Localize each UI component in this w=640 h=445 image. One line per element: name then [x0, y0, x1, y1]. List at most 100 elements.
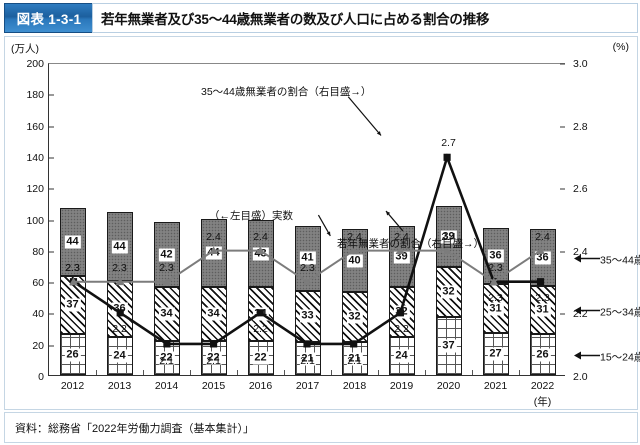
y-axis-tick-mark-right [560, 126, 565, 128]
line-point-label-3544: 2.4 [535, 230, 550, 243]
chart-frame: (万人) (%) 0 20 40 60 80 100 120 140 160 180 200 2.0 2… [4, 36, 640, 410]
bar-segment-value: 31 [487, 302, 504, 315]
bar-segment-25～34歳: 34 [200, 287, 227, 341]
bar-segment-25～34歳: 34 [153, 287, 180, 341]
bar-segment-35～44歳: 44 [106, 212, 133, 282]
line-point-label-3544: 2.3 [488, 262, 503, 275]
bar-segment-25～34歳: 33 [294, 290, 321, 343]
bar-segment-15～24歳: 37 [435, 317, 462, 375]
line-point-label-3544: 2.4 [206, 230, 221, 243]
bar-segment-value: 42 [158, 248, 175, 262]
y-axis-tick-mark-left [49, 126, 54, 128]
bar-column: 27 31 36 [482, 227, 509, 375]
line-point-label-young: 2.1 [159, 354, 174, 367]
source-note: 資料：総務省「2022年労働力調査（基本集計）」 [15, 422, 254, 435]
age-group-arrow [574, 348, 600, 366]
x-axis-separator [237, 370, 238, 375]
marker-triangle [536, 246, 545, 254]
line-point-label-3544: 2.3 [159, 262, 174, 275]
annotation-bars: （←左目盛）実数 [209, 210, 293, 222]
bar-segment-value: 41 [299, 251, 316, 265]
bar-segment-value: 32 [440, 285, 457, 299]
bar-segment-15～24歳: 21 [341, 342, 368, 375]
bar-segment-value: 36 [487, 249, 504, 263]
x-axis-separator [378, 370, 379, 375]
line-series-layer [69, 96, 545, 348]
marker-triangle [489, 277, 499, 286]
marker-triangle [69, 277, 78, 286]
y-axis-tick-mark-left [49, 188, 54, 190]
age-group-label-15～24歳: 15～24歳 [600, 351, 640, 364]
marker-square [116, 309, 124, 317]
bar-column: 26 31 36 [529, 229, 556, 375]
annotation-black-line: 若年無業者の割合（右目盛→） [337, 238, 484, 250]
y-axis-tick-label-right: 2.6 [573, 183, 588, 196]
y-axis-tick-mark-left [49, 282, 54, 284]
bar-segment-value: 21 [299, 352, 316, 366]
x-axis-unit-label: (年) [533, 396, 552, 408]
bar-segment-value: 22 [158, 351, 175, 365]
line-point-label-3544: 2.4 [441, 230, 456, 243]
x-axis-separator [425, 370, 426, 375]
marker-square [350, 340, 358, 348]
bar-segment-value: 40 [346, 254, 363, 268]
x-axis-tick-label: 2020 [436, 380, 461, 392]
x-axis-separator [284, 370, 285, 375]
marker-square [303, 340, 311, 348]
annotation-gray-line: 35～44歳無業者の割合（右目盛→） [201, 86, 372, 98]
annotation-arrow-gray-line [347, 96, 382, 136]
bar-segment-value: 34 [158, 307, 175, 321]
marker-triangle [162, 277, 172, 286]
bar-segment-35～44歳: 40 [341, 229, 368, 293]
bar-segment-value: 32 [346, 310, 363, 324]
x-axis-tick-label: 2022 [530, 380, 555, 392]
y-axis-tick-label-left: 180 [26, 89, 44, 102]
annotation-arrow-bars-head [326, 231, 331, 236]
x-axis-tick-label: 2013 [107, 380, 132, 392]
line-point-label-young: 2.3 [65, 262, 80, 275]
y-axis-unit-left: (万人) [11, 43, 39, 55]
annotation-arrow-black-line-head [385, 211, 391, 216]
x-axis-separator [519, 370, 520, 375]
bar-segment-value: 37 [64, 298, 81, 312]
bar-segment-value: 22 [205, 351, 222, 365]
bar-segment-value: 24 [393, 349, 410, 363]
figure-header: 図表 1-3-1 若年無業者及び35～44歳無業者の数及び人口に占める割合の推移 [0, 0, 640, 34]
line-point-label-3544: 2.4 [347, 230, 362, 243]
y-axis-tick-mark-left [49, 157, 54, 159]
y-axis-tick-mark-left [49, 345, 54, 347]
marker-triangle [396, 246, 405, 254]
x-axis-tick-label: 2015 [201, 380, 226, 392]
x-axis-separator [331, 370, 332, 375]
y-axis-tick-label-left: 20 [32, 339, 44, 352]
line-point-label-young: 2.1 [347, 354, 362, 367]
y-axis-tick-mark-left [49, 313, 54, 315]
bar-segment-value: 36 [534, 251, 551, 265]
bar-segment-25～34歳: 31 [482, 284, 509, 333]
x-axis-tick-label: 2018 [342, 380, 367, 392]
bar-segment-15～24歳: 26 [59, 334, 86, 375]
bar-segment-15～24歳: 24 [388, 337, 415, 375]
line-point-label-young: 2.1 [206, 354, 221, 367]
y-axis-tick-mark-right [560, 313, 565, 315]
y-axis-tick-label-left: 60 [32, 277, 44, 290]
marker-square [443, 153, 451, 161]
bar-segment-value: 44 [64, 235, 81, 249]
line-point-label-3544: 2.3 [112, 262, 127, 275]
x-axis-tick-label: 2012 [60, 380, 85, 392]
x-axis-separator [190, 370, 191, 375]
age-group-label-25～34歳: 25～34歳 [600, 306, 640, 319]
bar-segment-35～44歳: 43 [247, 220, 274, 288]
y-axis-tick-mark-right [560, 63, 565, 65]
plot-inner: 0 20 40 60 80 100 120 140 160 180 200 2.0 2.2 2.4 2.6 2… [26, 58, 640, 408]
x-axis-separator [143, 370, 144, 375]
y-axis-tick-mark-right [560, 188, 565, 190]
y-axis-tick-label-right: 2.0 [573, 371, 588, 383]
y-axis-tick-label-left: 0 [38, 371, 44, 383]
marker-square [396, 309, 404, 317]
bar-segment-value: 27 [487, 347, 504, 361]
figure-number-text: 図表 1-3-1 [16, 12, 82, 27]
figure-title-box: 若年無業者及び35～44歳無業者の数及び人口に占める割合の推移 [92, 3, 638, 33]
bar-segment-value: 39 [440, 230, 457, 243]
figure-number-badge: 図表 1-3-1 [4, 3, 94, 33]
